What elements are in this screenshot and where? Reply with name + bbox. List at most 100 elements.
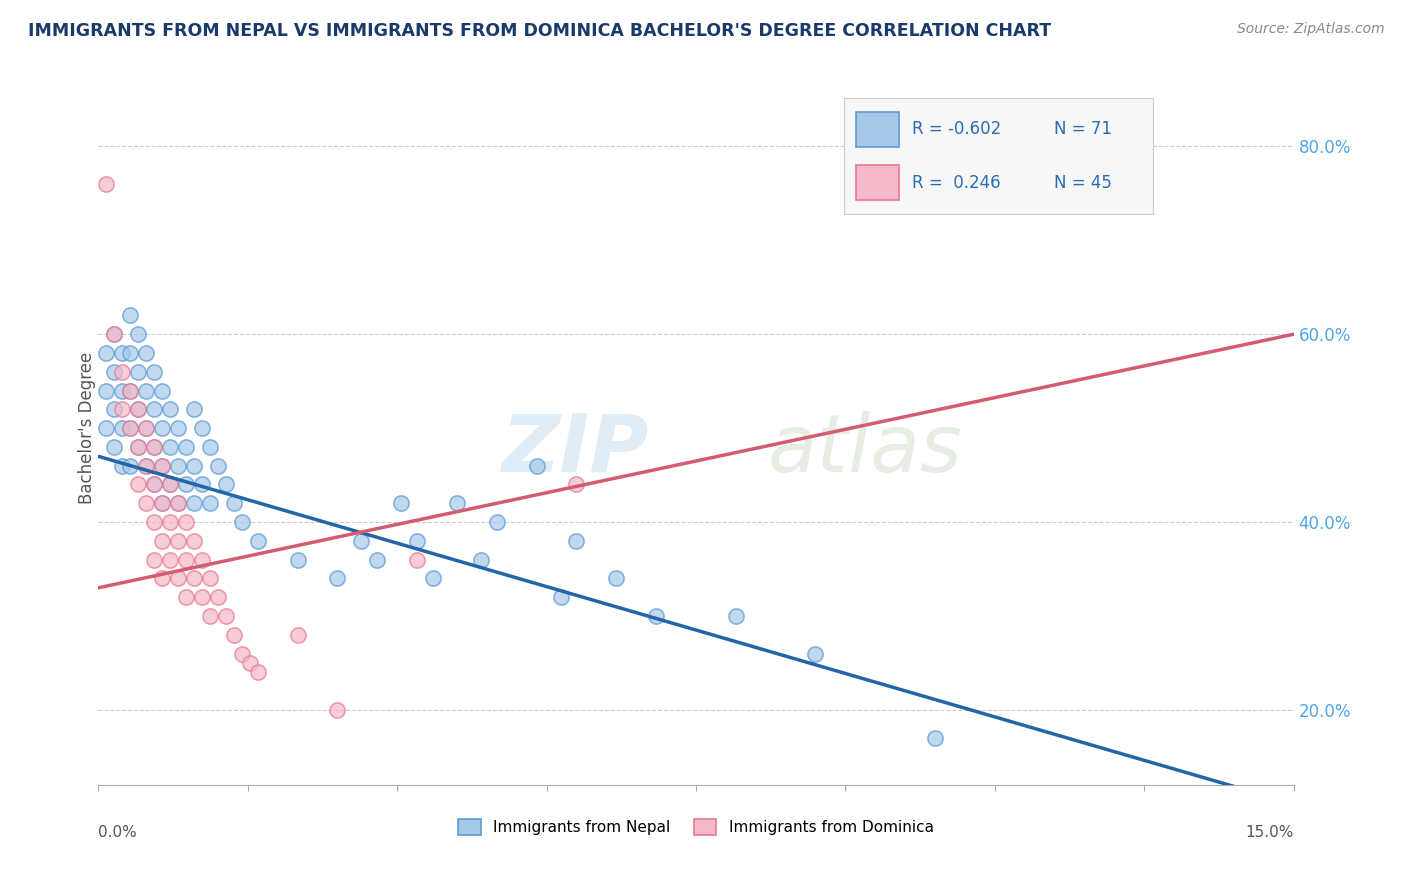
Point — [526, 458, 548, 473]
Point — [550, 590, 572, 604]
Point — [135, 421, 157, 435]
Point — [135, 421, 157, 435]
Point — [159, 515, 181, 529]
Point — [422, 571, 444, 585]
Text: atlas: atlas — [768, 410, 963, 489]
Point — [143, 515, 166, 529]
Point — [565, 533, 588, 548]
Point — [127, 477, 149, 491]
Point — [389, 496, 412, 510]
Point — [135, 496, 157, 510]
Point — [167, 458, 190, 473]
Point — [191, 477, 214, 491]
Point — [198, 609, 221, 624]
Point — [198, 440, 221, 454]
Point — [645, 609, 668, 624]
Point — [127, 440, 149, 454]
Text: R = -0.602: R = -0.602 — [911, 120, 1001, 138]
Point — [191, 552, 214, 566]
Point — [167, 571, 190, 585]
Point — [96, 384, 118, 398]
Point — [127, 402, 149, 417]
Point — [127, 327, 149, 342]
Text: N = 45: N = 45 — [1054, 174, 1112, 192]
Point — [724, 609, 747, 624]
Point — [366, 552, 388, 566]
Point — [159, 402, 181, 417]
Point — [159, 477, 181, 491]
Point — [143, 477, 166, 491]
Text: 0.0%: 0.0% — [98, 824, 138, 839]
Point — [167, 496, 190, 510]
Point — [183, 458, 205, 473]
Point — [103, 327, 125, 342]
Point — [127, 365, 149, 379]
Bar — [856, 165, 900, 200]
Point — [174, 440, 197, 454]
Text: IMMIGRANTS FROM NEPAL VS IMMIGRANTS FROM DOMINICA BACHELOR'S DEGREE CORRELATION : IMMIGRANTS FROM NEPAL VS IMMIGRANTS FROM… — [28, 22, 1052, 40]
Point — [470, 552, 492, 566]
Point — [326, 571, 349, 585]
Point — [804, 647, 827, 661]
Point — [150, 496, 173, 510]
Point — [143, 477, 166, 491]
Point — [143, 402, 166, 417]
Point — [150, 533, 173, 548]
Point — [111, 402, 134, 417]
Point — [174, 515, 197, 529]
Point — [150, 384, 173, 398]
Point — [111, 384, 134, 398]
Point — [207, 458, 229, 473]
Point — [350, 533, 373, 548]
Point — [143, 552, 166, 566]
Point — [111, 421, 134, 435]
Point — [150, 496, 173, 510]
Point — [120, 421, 142, 435]
Point — [222, 496, 245, 510]
Point — [150, 458, 173, 473]
Point — [96, 346, 118, 360]
Point — [150, 458, 173, 473]
Point — [924, 731, 946, 745]
Point — [143, 440, 166, 454]
Point — [103, 440, 125, 454]
Point — [174, 477, 197, 491]
Point — [231, 647, 253, 661]
Legend: Immigrants from Nepal, Immigrants from Dominica: Immigrants from Nepal, Immigrants from D… — [453, 814, 939, 841]
Point — [287, 628, 309, 642]
Point — [215, 477, 238, 491]
Point — [96, 177, 118, 191]
Point — [135, 346, 157, 360]
Point — [239, 656, 262, 670]
Point — [103, 402, 125, 417]
Point — [96, 421, 118, 435]
Point — [198, 496, 221, 510]
Point — [1123, 797, 1146, 811]
Text: Source: ZipAtlas.com: Source: ZipAtlas.com — [1237, 22, 1385, 37]
Point — [485, 515, 508, 529]
Point — [103, 327, 125, 342]
Point — [120, 458, 142, 473]
Point — [159, 552, 181, 566]
Point — [191, 590, 214, 604]
Point — [120, 346, 142, 360]
Point — [167, 533, 190, 548]
Point — [406, 552, 429, 566]
Point — [135, 384, 157, 398]
Point — [120, 384, 142, 398]
Point — [120, 384, 142, 398]
Y-axis label: Bachelor's Degree: Bachelor's Degree — [79, 352, 96, 504]
Point — [565, 477, 588, 491]
Point — [191, 421, 214, 435]
Point — [183, 533, 205, 548]
Point — [103, 365, 125, 379]
Point — [135, 458, 157, 473]
Point — [246, 665, 269, 680]
Text: 15.0%: 15.0% — [1246, 824, 1294, 839]
Point — [150, 571, 173, 585]
Point — [127, 440, 149, 454]
Point — [246, 533, 269, 548]
Point — [215, 609, 238, 624]
Point — [406, 533, 429, 548]
Point — [326, 703, 349, 717]
